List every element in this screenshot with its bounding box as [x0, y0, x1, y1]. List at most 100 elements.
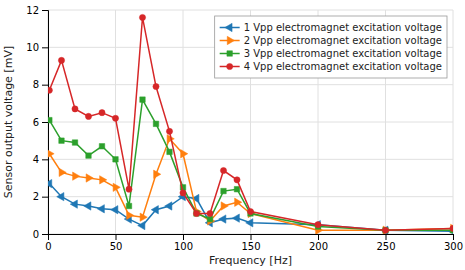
legend-marker [227, 36, 234, 44]
point [235, 198, 242, 206]
point [193, 210, 199, 216]
tick: 12 [26, 5, 48, 16]
legend-marker [227, 51, 232, 56]
line [49, 17, 453, 230]
point [207, 210, 213, 216]
tick-label: 8 [33, 79, 39, 90]
point [151, 206, 158, 214]
point [48, 117, 52, 122]
point [140, 97, 145, 102]
point [59, 138, 64, 143]
legend-label: 3 Vpp electromagnet excitation voltage [244, 48, 442, 59]
legend-marker [225, 23, 232, 31]
point [154, 170, 161, 178]
line [49, 100, 453, 231]
tick-mark [42, 234, 48, 235]
legend-label: 2 Vpp electromagnet excitation voltage [244, 35, 442, 46]
point [127, 211, 134, 219]
point [70, 200, 77, 208]
legend: 1 Vpp electromagnet excitation voltage 2 … [215, 16, 447, 78]
tick-label: 0 [45, 241, 51, 252]
legend-item: 4 Vpp electromagnet excitation voltage [220, 61, 442, 72]
point [166, 128, 172, 134]
point [315, 222, 321, 228]
legend-item: 3 Vpp electromagnet excitation voltage [220, 48, 442, 59]
point [219, 215, 226, 223]
point [181, 150, 188, 158]
point [382, 227, 388, 233]
point [99, 110, 105, 116]
point [48, 179, 52, 187]
tick: 0 [45, 234, 51, 252]
point [86, 174, 93, 182]
point [111, 206, 118, 214]
point [72, 140, 77, 145]
y-axis-title: Sensor output voltage [mV] [2, 46, 15, 198]
point [86, 153, 91, 158]
point [73, 172, 80, 180]
tick-mark [42, 159, 48, 160]
axis-domain [49, 235, 454, 241]
point [167, 149, 172, 154]
point [139, 14, 145, 20]
tick: 250 [376, 234, 395, 252]
axis-domain [42, 11, 49, 235]
tick: 50 [110, 234, 123, 252]
point [194, 211, 199, 216]
legend-marker [227, 63, 233, 69]
series [48, 135, 453, 234]
tick-mark [42, 122, 48, 123]
point [234, 177, 240, 183]
tick-mark [251, 234, 252, 240]
plot-area [48, 14, 453, 234]
tick-label: 50 [110, 241, 123, 252]
point [247, 209, 253, 215]
series [48, 97, 453, 233]
grid-line-y [48, 122, 453, 123]
point [58, 57, 64, 63]
point [112, 115, 118, 121]
point [85, 113, 91, 119]
tick-label: 0 [33, 229, 39, 240]
point [153, 121, 158, 126]
y-axis: 024681012 [26, 5, 48, 240]
tick-label: 200 [309, 241, 328, 252]
tick-label: 250 [376, 241, 395, 252]
legend-label: 4 Vpp electromagnet excitation voltage [244, 61, 442, 72]
legend-box [215, 16, 447, 78]
tick-label: 150 [241, 241, 260, 252]
grid-line-y [48, 159, 453, 160]
point [221, 202, 228, 210]
tick-mark [42, 47, 48, 48]
point [383, 228, 388, 233]
point [126, 203, 131, 208]
point [113, 183, 120, 191]
x-axis-title: Frequency [Hz] [209, 254, 292, 267]
tick-label: 6 [33, 117, 39, 128]
point [221, 188, 226, 193]
tick: 6 [33, 117, 48, 128]
tick-label: 12 [26, 5, 39, 16]
line [49, 139, 453, 230]
tick-mark [183, 234, 184, 240]
point [220, 167, 226, 173]
point [100, 176, 107, 184]
grid [48, 10, 453, 234]
point [72, 106, 78, 112]
tick-mark [42, 85, 48, 86]
line [49, 184, 453, 232]
point [113, 157, 118, 162]
tick-label: 100 [174, 241, 193, 252]
point [126, 186, 132, 192]
series [48, 179, 453, 234]
legend-item: 1 Vpp electromagnet excitation voltage [220, 22, 442, 33]
point [450, 225, 453, 231]
tick: 0 [33, 229, 48, 240]
point [57, 193, 64, 201]
chart: 050100150200250300024681012Frequency [Hz… [0, 0, 465, 270]
tick: 2 [33, 191, 48, 202]
point [138, 221, 145, 229]
tick-mark [318, 234, 319, 240]
tick-label: 300 [444, 241, 463, 252]
tick: 200 [309, 234, 328, 252]
